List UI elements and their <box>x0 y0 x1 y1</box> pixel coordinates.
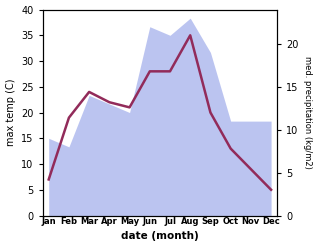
Y-axis label: max temp (C): max temp (C) <box>5 79 16 146</box>
Y-axis label: med. precipitation (kg/m2): med. precipitation (kg/m2) <box>303 56 313 169</box>
X-axis label: date (month): date (month) <box>121 231 199 242</box>
